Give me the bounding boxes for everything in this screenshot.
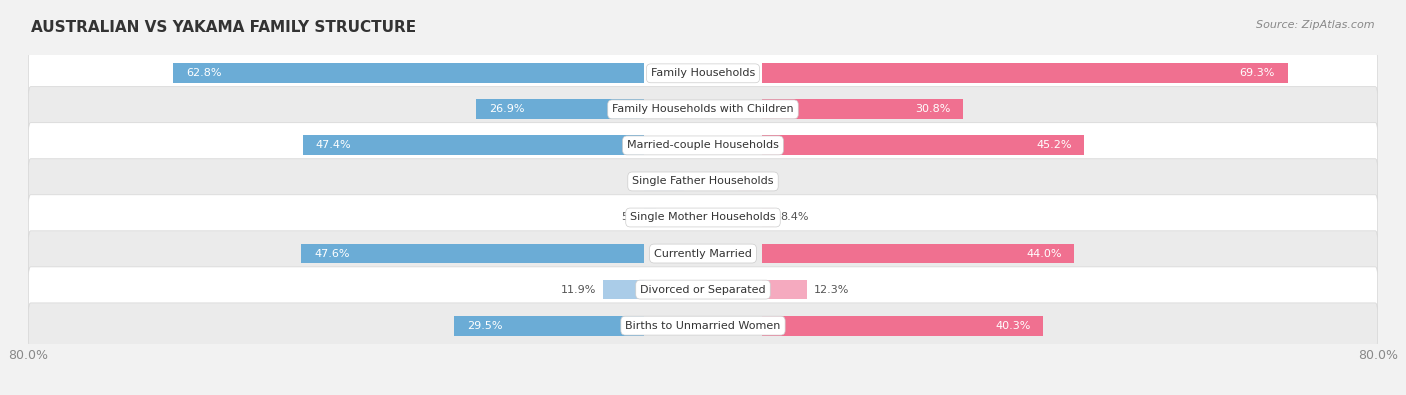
FancyBboxPatch shape [28,195,1378,240]
Bar [762,135,1084,155]
Text: AUSTRALIAN VS YAKAMA FAMILY STRUCTURE: AUSTRALIAN VS YAKAMA FAMILY STRUCTURE [31,20,416,35]
Text: Family Households with Children: Family Households with Children [612,104,794,115]
Bar [644,171,685,191]
Text: 30.8%: 30.8% [915,104,950,115]
Text: 69.3%: 69.3% [1240,68,1275,78]
Text: 2.2%: 2.2% [650,177,678,186]
Text: 29.5%: 29.5% [467,321,502,331]
Text: 11.9%: 11.9% [561,284,596,295]
Text: Births to Unmarried Women: Births to Unmarried Women [626,321,780,331]
FancyBboxPatch shape [28,51,1378,96]
Text: 62.8%: 62.8% [186,68,221,78]
Text: 47.6%: 47.6% [314,248,350,259]
Bar [304,135,644,155]
Bar [173,64,644,83]
Text: 40.3%: 40.3% [995,321,1031,331]
Text: 44.0%: 44.0% [1026,248,1062,259]
FancyBboxPatch shape [28,267,1378,312]
Bar [762,316,1043,335]
FancyBboxPatch shape [28,231,1378,276]
Bar [644,208,655,228]
Bar [762,100,963,119]
Text: 5.6%: 5.6% [621,213,650,222]
Text: 8.4%: 8.4% [780,213,808,222]
Bar [477,100,644,119]
Text: Single Father Households: Single Father Households [633,177,773,186]
Text: 26.9%: 26.9% [489,104,524,115]
Text: Married-couple Households: Married-couple Households [627,140,779,150]
Text: 45.2%: 45.2% [1036,140,1071,150]
Bar [762,280,807,299]
Text: 4.2%: 4.2% [745,177,773,186]
Bar [762,208,773,228]
FancyBboxPatch shape [28,303,1378,348]
FancyBboxPatch shape [28,159,1378,204]
Bar [762,64,1288,83]
Text: 47.4%: 47.4% [316,140,352,150]
Bar [301,244,644,263]
FancyBboxPatch shape [28,123,1378,168]
Bar [603,280,644,299]
Bar [762,244,1074,263]
Text: Family Households: Family Households [651,68,755,78]
Text: Divorced or Separated: Divorced or Separated [640,284,766,295]
Bar [454,316,644,335]
Text: Currently Married: Currently Married [654,248,752,259]
Text: Source: ZipAtlas.com: Source: ZipAtlas.com [1257,20,1375,30]
Text: Single Mother Households: Single Mother Households [630,213,776,222]
Bar [738,171,762,191]
Text: 12.3%: 12.3% [814,284,849,295]
FancyBboxPatch shape [28,87,1378,132]
